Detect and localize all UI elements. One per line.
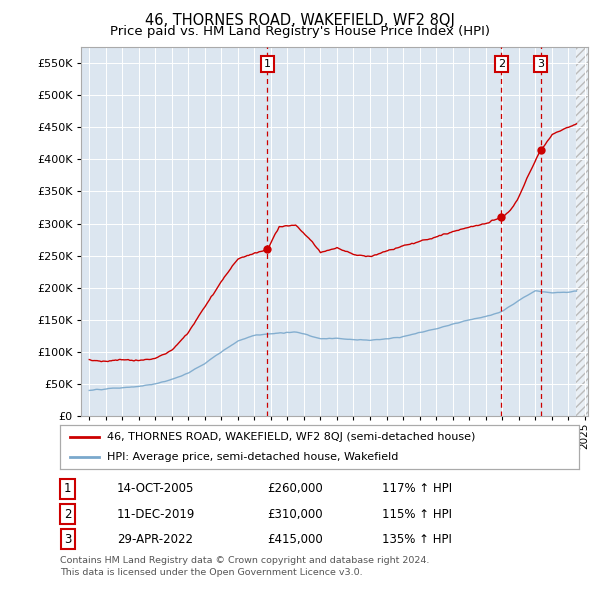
Text: 29-APR-2022: 29-APR-2022 — [117, 533, 193, 546]
Text: 1: 1 — [264, 59, 271, 69]
Text: 2: 2 — [498, 59, 505, 69]
Text: £310,000: £310,000 — [268, 507, 323, 520]
Text: 135% ↑ HPI: 135% ↑ HPI — [382, 533, 452, 546]
Text: Contains HM Land Registry data © Crown copyright and database right 2024.: Contains HM Land Registry data © Crown c… — [60, 556, 430, 565]
Text: 46, THORNES ROAD, WAKEFIELD, WF2 8QJ: 46, THORNES ROAD, WAKEFIELD, WF2 8QJ — [145, 13, 455, 28]
Bar — [577, 47, 588, 416]
Text: Price paid vs. HM Land Registry's House Price Index (HPI): Price paid vs. HM Land Registry's House … — [110, 25, 490, 38]
Text: This data is licensed under the Open Government Licence v3.0.: This data is licensed under the Open Gov… — [60, 568, 362, 576]
Text: 3: 3 — [537, 59, 544, 69]
Text: 117% ↑ HPI: 117% ↑ HPI — [382, 482, 452, 495]
Text: £260,000: £260,000 — [268, 482, 323, 495]
Text: 3: 3 — [64, 533, 71, 546]
Text: HPI: Average price, semi-detached house, Wakefield: HPI: Average price, semi-detached house,… — [107, 452, 398, 462]
Text: 11-DEC-2019: 11-DEC-2019 — [117, 507, 196, 520]
Bar — [577, 47, 588, 416]
Text: 46, THORNES ROAD, WAKEFIELD, WF2 8QJ (semi-detached house): 46, THORNES ROAD, WAKEFIELD, WF2 8QJ (se… — [107, 432, 475, 442]
Text: 2: 2 — [64, 507, 71, 520]
Text: 115% ↑ HPI: 115% ↑ HPI — [382, 507, 452, 520]
Text: £415,000: £415,000 — [268, 533, 323, 546]
Text: 14-OCT-2005: 14-OCT-2005 — [117, 482, 194, 495]
Text: 1: 1 — [64, 482, 71, 495]
